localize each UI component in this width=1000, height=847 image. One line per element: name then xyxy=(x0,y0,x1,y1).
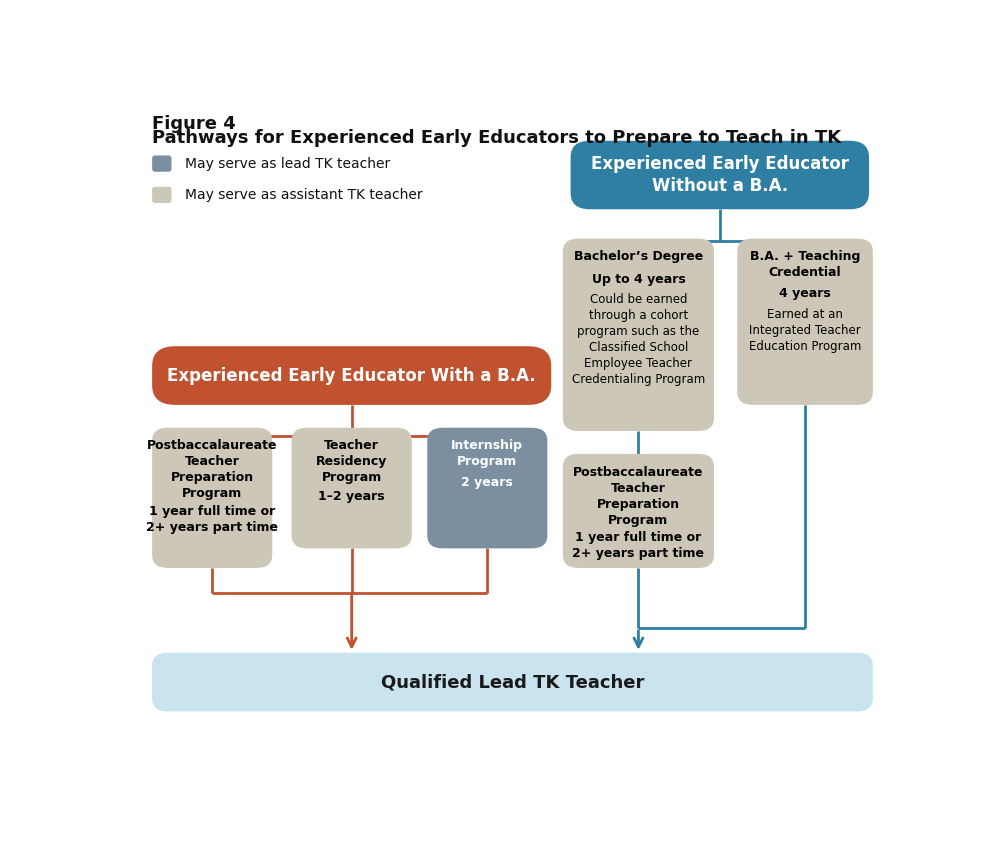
FancyBboxPatch shape xyxy=(152,653,873,711)
Text: Teacher
Residency
Program: Teacher Residency Program xyxy=(316,440,387,484)
Text: 1–2 years: 1–2 years xyxy=(318,490,385,503)
FancyBboxPatch shape xyxy=(737,239,873,405)
FancyBboxPatch shape xyxy=(152,156,172,172)
Text: 1 year full time or
2+ years part time: 1 year full time or 2+ years part time xyxy=(572,531,704,560)
FancyBboxPatch shape xyxy=(563,239,714,431)
FancyBboxPatch shape xyxy=(152,346,551,405)
Text: May serve as assistant TK teacher: May serve as assistant TK teacher xyxy=(185,188,423,202)
Text: 4 years: 4 years xyxy=(779,287,831,300)
Text: Postbaccalaureate
Teacher
Preparation
Program: Postbaccalaureate Teacher Preparation Pr… xyxy=(573,466,704,527)
Text: Figure 4: Figure 4 xyxy=(152,114,236,133)
Text: Experienced Early Educator With a B.A.: Experienced Early Educator With a B.A. xyxy=(167,367,536,385)
FancyBboxPatch shape xyxy=(292,428,412,548)
FancyBboxPatch shape xyxy=(152,186,172,203)
Text: 1 year full time or
2+ years part time: 1 year full time or 2+ years part time xyxy=(146,505,278,534)
Text: 2 years: 2 years xyxy=(461,476,513,489)
Text: Experienced Early Educator
Without a B.A.: Experienced Early Educator Without a B.A… xyxy=(591,155,849,195)
Text: May serve as lead TK teacher: May serve as lead TK teacher xyxy=(185,157,391,170)
Text: B.A. + Teaching
Credential: B.A. + Teaching Credential xyxy=(750,251,860,280)
Text: Bachelor’s Degree: Bachelor’s Degree xyxy=(574,251,703,263)
Text: Postbaccalaureate
Teacher
Preparation
Program: Postbaccalaureate Teacher Preparation Pr… xyxy=(147,440,277,501)
FancyBboxPatch shape xyxy=(563,454,714,568)
Text: Earned at an
Integrated Teacher
Education Program: Earned at an Integrated Teacher Educatio… xyxy=(749,307,861,352)
Text: Could be earned
through a cohort
program such as the
Classified School
Employee : Could be earned through a cohort program… xyxy=(572,293,705,386)
FancyBboxPatch shape xyxy=(152,428,272,568)
Text: Internship
Program: Internship Program xyxy=(451,440,523,468)
FancyBboxPatch shape xyxy=(571,141,869,209)
Text: Up to 4 years: Up to 4 years xyxy=(592,273,685,285)
Text: Pathways for Experienced Early Educators to Prepare to Teach in TK: Pathways for Experienced Early Educators… xyxy=(152,129,841,147)
FancyBboxPatch shape xyxy=(427,428,547,548)
Text: Qualified Lead TK Teacher: Qualified Lead TK Teacher xyxy=(381,673,644,691)
